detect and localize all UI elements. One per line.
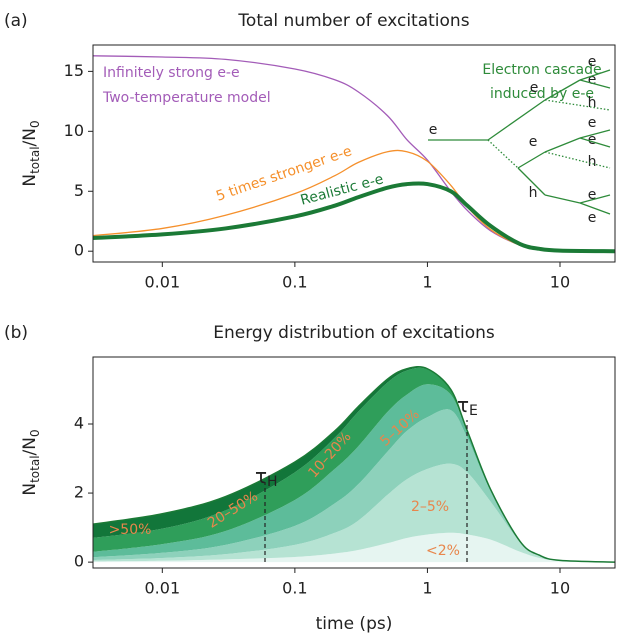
y-tick-label: 2 xyxy=(74,483,84,502)
x-axis-label: time (ps) xyxy=(316,614,393,634)
x-tick-label: 1 xyxy=(422,273,432,292)
cascade-label: e xyxy=(588,54,597,70)
axes-frame xyxy=(92,356,616,569)
x-tick-label: 0.1 xyxy=(282,579,307,598)
layer-label: >50% xyxy=(109,522,152,538)
y-axis-label-part: /N xyxy=(20,128,40,146)
annotation: τE xyxy=(457,393,478,420)
cascade-label: h xyxy=(588,154,597,170)
y-tick-label: 15 xyxy=(64,61,84,80)
stack-area xyxy=(93,384,615,563)
cascade-label: e xyxy=(530,80,539,96)
y-axis-label: Ntotal/N0 xyxy=(20,429,42,495)
annotation-sub: H xyxy=(267,474,278,490)
plot-area xyxy=(93,55,615,254)
cascade-label: e xyxy=(588,210,597,226)
y-tick-label: 0 xyxy=(74,552,84,571)
annotation-sub: E xyxy=(469,403,478,419)
tree-edge xyxy=(517,167,546,196)
layer-label: 2–5% xyxy=(411,499,449,515)
x-tick-label: 10 xyxy=(550,579,570,598)
tree-edge xyxy=(579,194,611,204)
tree-edge xyxy=(544,99,611,111)
axes-frame xyxy=(92,44,616,263)
x-tick-label: 10 xyxy=(550,273,570,292)
cascade-diagram xyxy=(428,69,611,215)
cascade-label: e xyxy=(529,134,538,150)
tree-edge xyxy=(579,202,611,215)
tree-edge xyxy=(544,194,581,204)
tree-edge xyxy=(579,129,611,139)
layer-label: <2% xyxy=(426,543,460,559)
cascade-label: e xyxy=(588,187,597,203)
tree-edge xyxy=(579,79,611,89)
tree-edge xyxy=(544,137,581,153)
tree-edge xyxy=(487,139,519,169)
y-axis-label-part: 0 xyxy=(28,429,42,437)
tree-edge xyxy=(517,151,546,169)
annotation-symbol: τ xyxy=(255,464,267,488)
cascade-label: e xyxy=(588,72,597,88)
tree-edge xyxy=(487,99,546,141)
x-tick-label: 0.01 xyxy=(145,579,181,598)
x-tick-label: 1 xyxy=(422,579,432,598)
chart-title: Energy distribution of excitations xyxy=(213,323,495,343)
inset-title: Electron cascade xyxy=(482,62,601,78)
y-axis-label: Ntotal/N0 xyxy=(20,120,42,186)
annotation: Two-temperature model xyxy=(102,90,271,106)
panel-label: (a) xyxy=(4,11,28,31)
series-line xyxy=(93,181,615,254)
y-axis-label-part: total xyxy=(28,146,42,173)
inset-title: induced by e-e xyxy=(490,86,594,102)
y-axis-label-part: total xyxy=(28,455,42,482)
cascade-label: h xyxy=(529,185,538,201)
annotation-symbol: τ xyxy=(457,393,469,417)
cascade-label: e xyxy=(588,115,597,131)
tree-edge xyxy=(579,137,611,148)
y-axis-label-part: N xyxy=(20,483,40,496)
panel-label: (b) xyxy=(4,323,28,343)
annotation: τH xyxy=(255,464,278,491)
x-tick-label: 0.01 xyxy=(145,273,181,292)
y-tick-label: 5 xyxy=(74,181,84,200)
total-outline xyxy=(93,366,615,563)
y-axis-label-part: /N xyxy=(20,437,40,455)
series-label: Infinitely strong e-e xyxy=(103,65,240,81)
stack-area xyxy=(93,367,615,563)
cascade-label: h xyxy=(588,95,597,111)
y-axis-label-part: N xyxy=(20,174,40,187)
stack-area xyxy=(93,532,615,563)
y-tick-label: 4 xyxy=(74,413,84,432)
plot-area xyxy=(93,366,615,563)
y-tick-label: 10 xyxy=(64,121,84,140)
chart-title: Total number of excitations xyxy=(237,11,469,31)
x-tick-label: 0.1 xyxy=(282,273,307,292)
cascade-label: e xyxy=(429,122,438,138)
cascade-label: e xyxy=(588,132,597,148)
tree-edge xyxy=(544,151,611,169)
stack-area xyxy=(93,463,615,563)
y-tick-label: 0 xyxy=(74,241,84,260)
y-axis-label-part: 0 xyxy=(28,120,42,128)
tree-edge xyxy=(544,79,581,101)
tree-edge xyxy=(579,69,611,81)
